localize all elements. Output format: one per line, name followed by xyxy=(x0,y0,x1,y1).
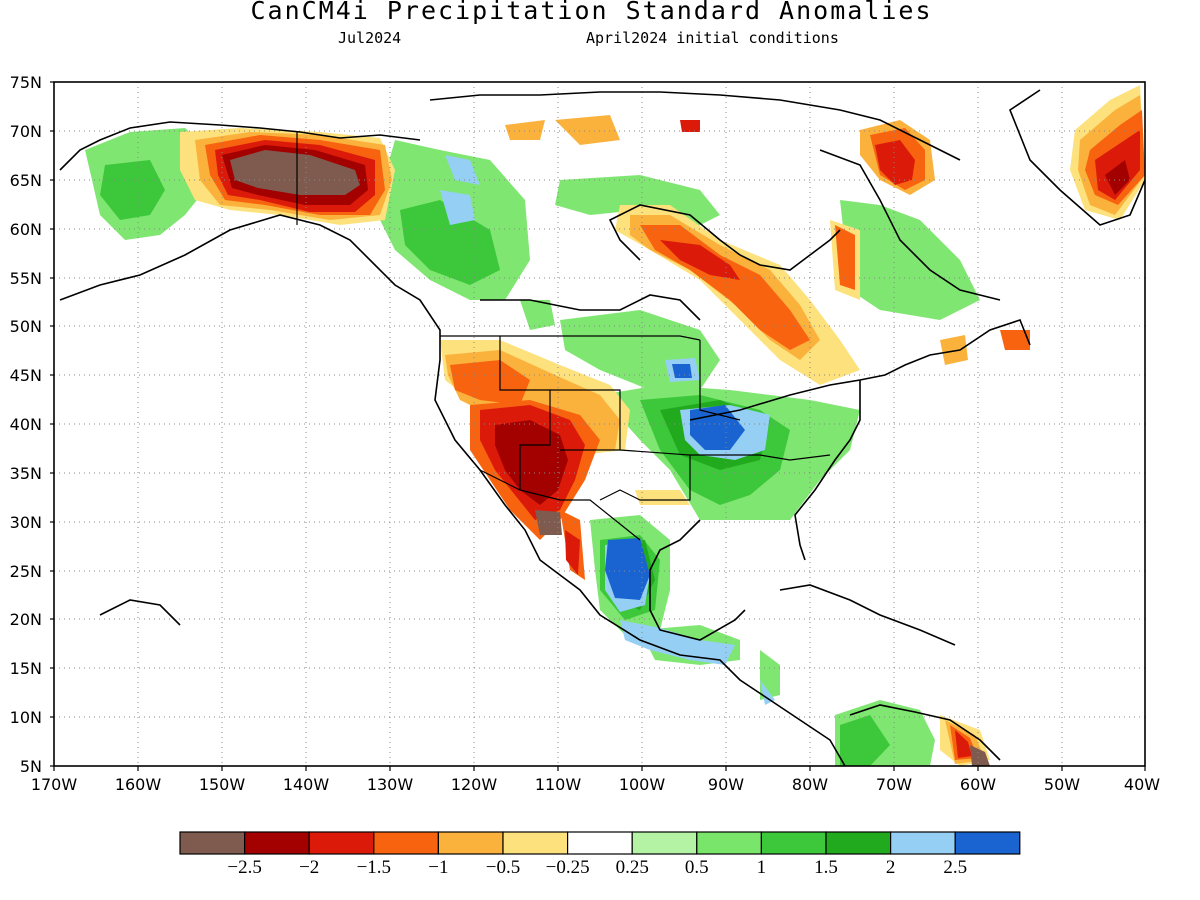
lon-label: 110W xyxy=(535,775,582,794)
lat-label: 45N xyxy=(10,366,42,385)
colorbar-swatch xyxy=(889,831,956,855)
lat-label: 70N xyxy=(10,122,42,141)
lat-label: 55N xyxy=(10,269,42,288)
colorbar-label: 1.5 xyxy=(814,857,838,878)
lat-label: 50N xyxy=(10,317,42,336)
colorbar-label: 0.5 xyxy=(685,857,709,878)
lat-label: 20N xyxy=(10,610,42,629)
colorbar-labels: −2.5 −2 −1.5 −1 −0.5 −0.25 0.25 0.5 1 1.5 2 2.5 xyxy=(227,857,967,878)
colorbar-swatch xyxy=(631,831,698,855)
colorbar-label: −1.5 xyxy=(357,857,391,878)
borders xyxy=(296,132,831,541)
colorbar-swatch xyxy=(825,831,892,855)
grid-lines xyxy=(54,82,1145,766)
latitude-labels: 75N 70N 65N 60N 55N 50N 45N 40N 35N 30N … xyxy=(10,73,42,776)
colorbar-swatch xyxy=(954,831,1021,855)
lat-label: 60N xyxy=(10,220,42,239)
lat-label: 40N xyxy=(10,415,42,434)
colorbar-label: 2.5 xyxy=(943,857,967,878)
colorbar-label: 2 xyxy=(886,857,896,878)
colorbar-label: −1 xyxy=(428,857,448,878)
coastlines xyxy=(59,89,1145,766)
lat-label: 25N xyxy=(10,562,42,581)
lon-label: 120W xyxy=(451,775,498,794)
colorbar-swatch xyxy=(244,831,310,855)
lon-label: 90W xyxy=(708,775,744,794)
lat-label: 30N xyxy=(10,513,42,532)
lat-label: 35N xyxy=(10,464,42,483)
lon-label: 150W xyxy=(199,775,246,794)
lon-label: 160W xyxy=(115,775,162,794)
lon-label: 80W xyxy=(792,775,828,794)
colorbar-swatch xyxy=(373,831,439,855)
lon-label: 130W xyxy=(367,775,414,794)
axis-ticks xyxy=(50,81,1146,771)
colorbar-label: 0.25 xyxy=(616,857,649,878)
initial-conditions: April2024 initial conditions xyxy=(586,29,839,47)
lat-label: 5N xyxy=(20,757,42,776)
chart-title: CanCM4i Precipitation Standard Anomalies xyxy=(250,0,933,25)
lat-label: 15N xyxy=(10,659,42,678)
colorbar-swatch xyxy=(696,831,762,855)
colorbar xyxy=(179,831,1021,855)
lon-label: 140W xyxy=(283,775,330,794)
anomaly-fill-layer xyxy=(85,85,1145,766)
colorbar-swatch xyxy=(308,831,375,855)
forecast-month: Jul2024 xyxy=(338,29,402,47)
lat-label: 65N xyxy=(10,171,42,190)
lon-label: 50W xyxy=(1044,775,1080,794)
lon-label: 40W xyxy=(1124,775,1160,794)
colorbar-label: −0.25 xyxy=(546,857,590,878)
colorbar-swatch xyxy=(502,831,569,855)
colorbar-swatch xyxy=(437,831,504,855)
lon-label: 70W xyxy=(876,775,912,794)
colorbar-label: −2 xyxy=(299,857,319,878)
longitude-labels: 170W 160W 150W 140W 130W 120W 110W 100W … xyxy=(31,775,1160,794)
lon-label: 60W xyxy=(960,775,996,794)
colorbar-swatch xyxy=(566,831,633,855)
colorbar-label: −0.5 xyxy=(486,857,520,878)
lon-label: 170W xyxy=(31,775,78,794)
colorbar-label: −2.5 xyxy=(227,857,261,878)
lat-label: 75N xyxy=(10,73,42,92)
colorbar-swatch xyxy=(760,831,827,855)
lat-label: 10N xyxy=(10,708,42,727)
colorbar-swatch xyxy=(179,831,246,855)
colorbar-label: 1 xyxy=(757,857,767,878)
lon-label: 100W xyxy=(619,775,666,794)
